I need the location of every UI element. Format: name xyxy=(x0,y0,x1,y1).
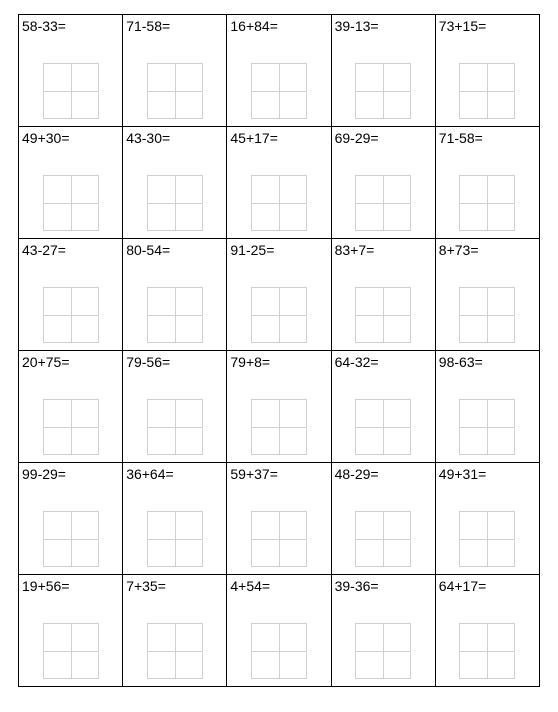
problem-expression: 64-32= xyxy=(335,354,379,370)
writing-grid xyxy=(355,399,411,455)
problem-grid: 58-33= 71-58= 16+84= 39-13= 73+15= 49+30… xyxy=(18,14,540,687)
problem-expression: 73+15= xyxy=(439,18,487,34)
problem-expression: 39-13= xyxy=(335,18,379,34)
writing-grid xyxy=(147,175,203,231)
writing-grid xyxy=(147,287,203,343)
problem-expression: 43-30= xyxy=(126,130,170,146)
problem-cell: 48-29= xyxy=(332,463,436,575)
problem-cell: 91-25= xyxy=(227,239,331,351)
problem-expression: 7+35= xyxy=(126,578,166,594)
writing-grid xyxy=(43,63,99,119)
writing-grid xyxy=(459,623,515,679)
problem-expression: 16+84= xyxy=(230,18,278,34)
problem-cell: 43-30= xyxy=(123,127,227,239)
writing-grid xyxy=(459,63,515,119)
problem-expression: 99-29= xyxy=(22,466,66,482)
problem-cell: 64+17= xyxy=(436,575,540,687)
writing-grid xyxy=(43,511,99,567)
problem-cell: 79+8= xyxy=(227,351,331,463)
problem-expression: 20+75= xyxy=(22,354,70,370)
writing-grid xyxy=(251,511,307,567)
problem-expression: 49+31= xyxy=(439,466,487,482)
worksheet-page: 58-33= 71-58= 16+84= 39-13= 73+15= 49+30… xyxy=(0,0,558,707)
problem-expression: 83+7= xyxy=(335,242,375,258)
problem-expression: 64+17= xyxy=(439,578,487,594)
problem-cell: 49+30= xyxy=(19,127,123,239)
problem-expression: 8+73= xyxy=(439,242,479,258)
problem-cell: 39-13= xyxy=(332,15,436,127)
problem-expression: 69-29= xyxy=(335,130,379,146)
writing-grid xyxy=(355,623,411,679)
problem-cell: 58-33= xyxy=(19,15,123,127)
writing-grid xyxy=(355,175,411,231)
problem-cell: 98-63= xyxy=(436,351,540,463)
problem-cell: 71-58= xyxy=(436,127,540,239)
writing-grid xyxy=(251,287,307,343)
problem-cell: 83+7= xyxy=(332,239,436,351)
writing-grid xyxy=(43,399,99,455)
problem-expression: 91-25= xyxy=(230,242,274,258)
problem-cell: 73+15= xyxy=(436,15,540,127)
writing-grid xyxy=(147,63,203,119)
problem-expression: 71-58= xyxy=(439,130,483,146)
writing-grid xyxy=(355,511,411,567)
problem-expression: 59+37= xyxy=(230,466,278,482)
writing-grid xyxy=(43,287,99,343)
writing-grid xyxy=(459,175,515,231)
problem-cell: 16+84= xyxy=(227,15,331,127)
writing-grid xyxy=(459,511,515,567)
problem-expression: 58-33= xyxy=(22,18,66,34)
writing-grid xyxy=(459,287,515,343)
writing-grid xyxy=(251,175,307,231)
problem-cell: 8+73= xyxy=(436,239,540,351)
problem-expression: 79-56= xyxy=(126,354,170,370)
writing-grid xyxy=(251,399,307,455)
problem-cell: 4+54= xyxy=(227,575,331,687)
problem-cell: 45+17= xyxy=(227,127,331,239)
problem-expression: 39-36= xyxy=(335,578,379,594)
problem-cell: 69-29= xyxy=(332,127,436,239)
writing-grid xyxy=(147,399,203,455)
writing-grid xyxy=(355,287,411,343)
writing-grid xyxy=(251,63,307,119)
problem-expression: 45+17= xyxy=(230,130,278,146)
writing-grid xyxy=(355,63,411,119)
problem-cell: 64-32= xyxy=(332,351,436,463)
problem-expression: 19+56= xyxy=(22,578,70,594)
problem-cell: 59+37= xyxy=(227,463,331,575)
problem-cell: 43-27= xyxy=(19,239,123,351)
problem-cell: 20+75= xyxy=(19,351,123,463)
problem-expression: 79+8= xyxy=(230,354,270,370)
problem-cell: 19+56= xyxy=(19,575,123,687)
writing-grid xyxy=(43,175,99,231)
problem-expression: 71-58= xyxy=(126,18,170,34)
problem-cell: 7+35= xyxy=(123,575,227,687)
writing-grid xyxy=(147,511,203,567)
problem-expression: 43-27= xyxy=(22,242,66,258)
writing-grid xyxy=(147,623,203,679)
problem-expression: 36+64= xyxy=(126,466,174,482)
problem-cell: 36+64= xyxy=(123,463,227,575)
problem-expression: 4+54= xyxy=(230,578,270,594)
problem-expression: 48-29= xyxy=(335,466,379,482)
problem-expression: 80-54= xyxy=(126,242,170,258)
writing-grid xyxy=(43,623,99,679)
problem-expression: 49+30= xyxy=(22,130,70,146)
problem-cell: 71-58= xyxy=(123,15,227,127)
writing-grid xyxy=(251,623,307,679)
writing-grid xyxy=(459,399,515,455)
problem-cell: 99-29= xyxy=(19,463,123,575)
problem-cell: 49+31= xyxy=(436,463,540,575)
problem-cell: 39-36= xyxy=(332,575,436,687)
problem-cell: 79-56= xyxy=(123,351,227,463)
problem-expression: 98-63= xyxy=(439,354,483,370)
problem-cell: 80-54= xyxy=(123,239,227,351)
